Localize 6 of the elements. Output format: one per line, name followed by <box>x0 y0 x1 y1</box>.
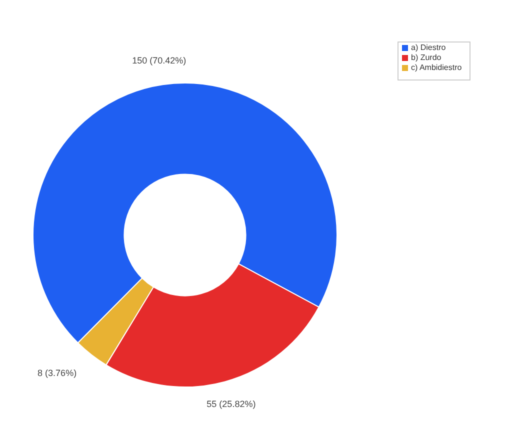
legend-label: c) Ambidiestro <box>411 63 462 72</box>
data-label: 8 (3.76%) <box>38 368 77 378</box>
legend-label: b) Zurdo <box>411 53 442 62</box>
legend-label: a) Diestro <box>411 43 446 52</box>
data-label: 55 (25.82%) <box>206 399 256 410</box>
data-label: 150 (70.42%) <box>132 55 186 66</box>
